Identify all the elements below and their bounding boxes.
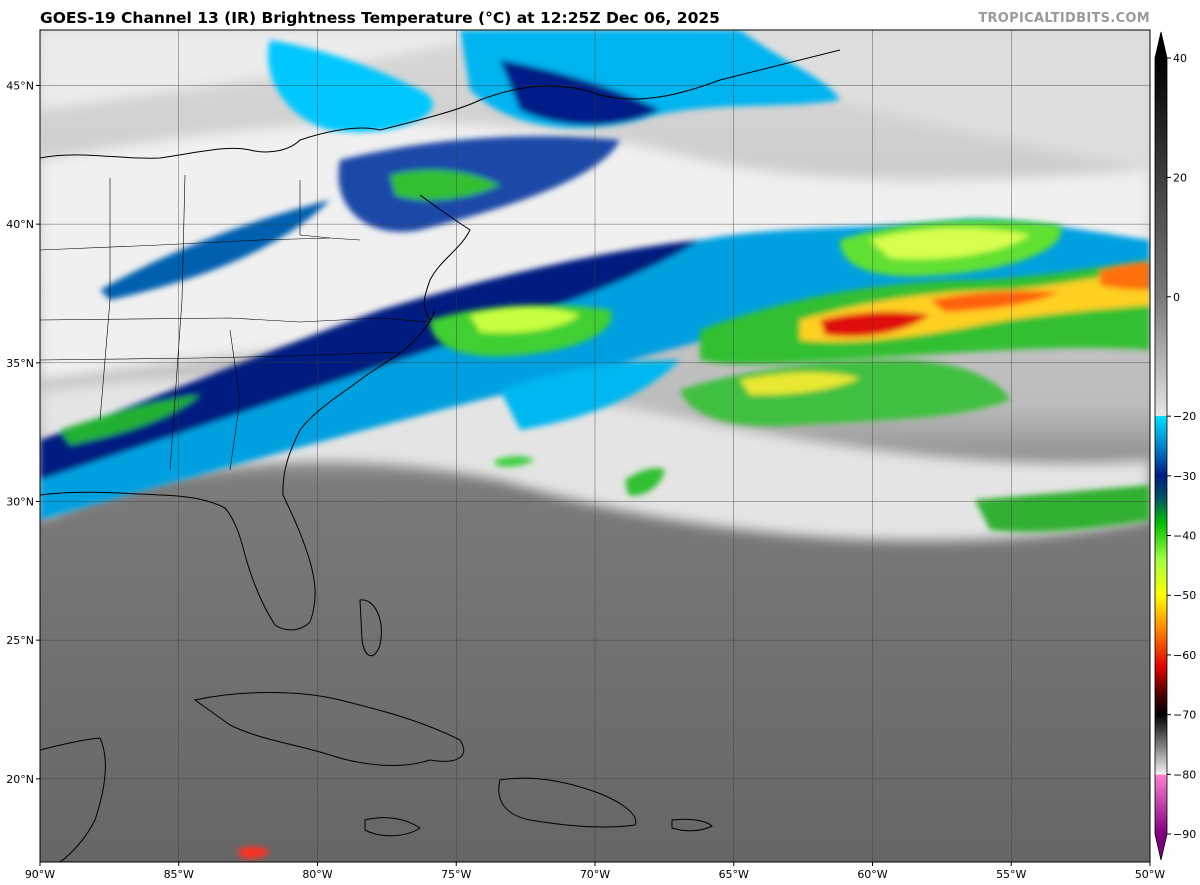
lon-tick-label: 65°W <box>719 868 749 881</box>
coastline-us-southeast <box>40 309 436 631</box>
coastline-cuba <box>193 692 465 766</box>
lat-tick-label: 25°N <box>6 634 34 647</box>
map-panel <box>40 30 1150 862</box>
longitude-axis: 90°W 85°W 80°W 75°W 70°W 65°W 60°W 55°W 50°W <box>25 862 1165 881</box>
colorbar-tick-label: 20 <box>1173 171 1187 184</box>
lon-tick-label: 60°W <box>857 868 887 881</box>
coastlines <box>40 49 841 862</box>
colorbar-tick-label: 40 <box>1173 52 1187 65</box>
latitude-axis: 45°N 40°N 35°N 30°N 25°N 20°N <box>6 79 40 786</box>
cloud-layer-convective <box>238 220 1150 859</box>
colorbar-tick-label: −30 <box>1173 470 1196 483</box>
page-title: GOES-19 Channel 13 (IR) Brightness Tempe… <box>40 9 720 27</box>
colorbar-tick-label: 0 <box>1173 291 1180 304</box>
colorbar-tick-label: −20 <box>1173 410 1196 423</box>
colorbar-tick-label: −90 <box>1173 828 1196 841</box>
colorbar-tick-label: −70 <box>1173 709 1196 722</box>
coastline-jamaica <box>364 817 421 837</box>
lon-tick-label: 90°W <box>25 868 55 881</box>
watermark: TROPICALTIDBITS.COM <box>978 11 1150 26</box>
coastline-mid-atlantic <box>419 194 471 321</box>
lon-tick-label: 80°W <box>302 868 332 881</box>
lon-tick-label: 50°W <box>1135 868 1165 881</box>
lat-tick-label: 20°N <box>6 773 34 786</box>
coastline-puerto-rico <box>671 818 713 832</box>
coastline-yucatan <box>40 737 106 862</box>
colorbar-body <box>1154 31 1168 861</box>
lat-tick-label: 40°N <box>6 218 34 231</box>
coastline-great-lakes-northeast <box>40 49 841 159</box>
lat-tick-label: 30°N <box>6 495 34 508</box>
colorbar: 40 20 0 −20 −30 −40 −50 −60 −70 −80 −90 <box>1154 31 1196 861</box>
graticule <box>40 30 1150 862</box>
lon-tick-label: 55°W <box>996 868 1026 881</box>
colorbar-tick-label: −80 <box>1173 768 1196 781</box>
coastline-bahamas <box>359 599 382 657</box>
coastline-hispaniola <box>498 777 637 828</box>
colorbar-tick-label: −50 <box>1173 589 1196 602</box>
lat-tick-label: 35°N <box>6 357 34 370</box>
colorbar-ticks: 40 20 0 −20 −30 −40 −50 −60 −70 −80 −90 <box>1167 52 1196 841</box>
lon-tick-label: 85°W <box>164 868 194 881</box>
colorbar-tick-label: −40 <box>1173 530 1196 543</box>
lon-tick-label: 75°W <box>441 868 471 881</box>
lon-tick-label: 70°W <box>580 868 610 881</box>
colorbar-tick-label: −60 <box>1173 649 1196 662</box>
lat-tick-label: 45°N <box>6 79 34 92</box>
borders <box>40 174 431 471</box>
